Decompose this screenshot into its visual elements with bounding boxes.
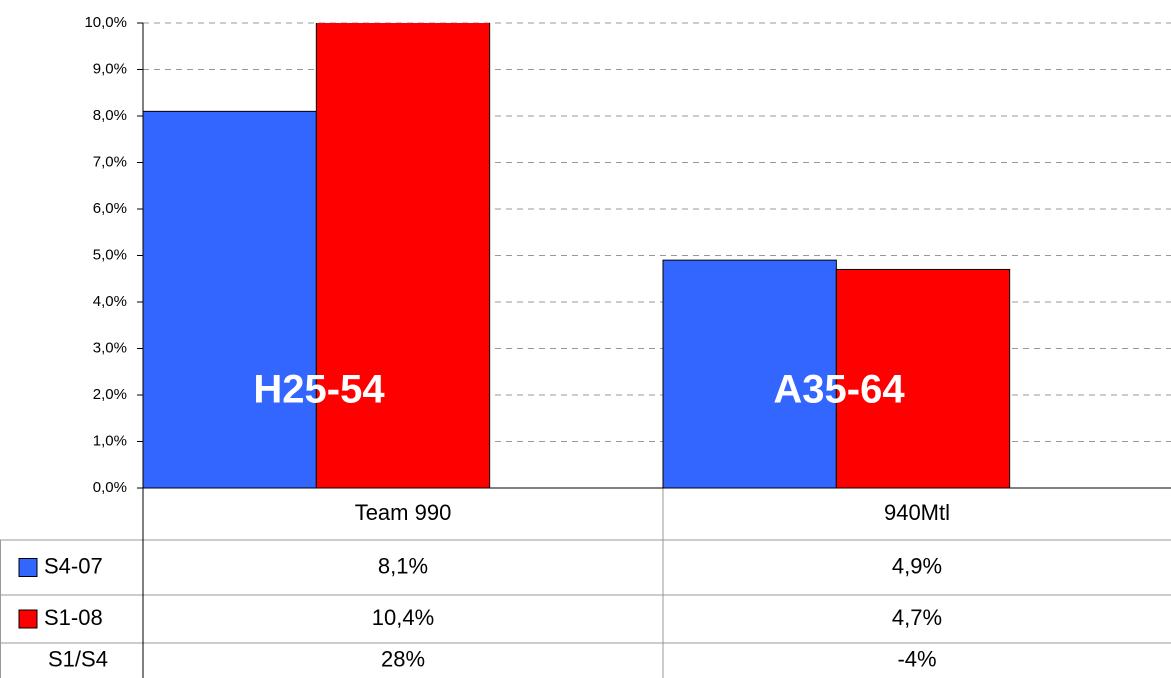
y-tick-label: 6,0%	[93, 200, 127, 217]
bar	[143, 110, 317, 488]
y-tick-label: 9,0%	[93, 60, 127, 77]
table-value: 4,7%	[892, 605, 942, 630]
y-tick-label: 8,0%	[93, 107, 127, 124]
bar	[315, 23, 491, 488]
y-tick-label: 5,0%	[93, 246, 127, 263]
bar	[662, 259, 837, 488]
y-tick-label: 2,0%	[93, 386, 127, 403]
ratio-label: S1/S4	[48, 646, 108, 671]
x-tick-label: 940Mtl	[884, 500, 950, 525]
y-tick-label: 7,0%	[93, 153, 127, 170]
annotation: H25-54	[253, 368, 385, 412]
annotation: A35-64	[773, 368, 905, 412]
table-value: 4,9%	[892, 553, 942, 578]
legend-swatch	[18, 558, 38, 577]
y-tick-label: 4,0%	[93, 293, 127, 310]
legend-swatch	[18, 609, 38, 629]
x-tick-label: Team 990	[355, 500, 452, 525]
y-tick-label: 3,0%	[93, 339, 127, 356]
table-value: 8,1%	[378, 553, 428, 578]
y-tick-label: 1,0%	[93, 432, 127, 449]
plot-area	[143, 23, 1011, 488]
bar	[835, 268, 1011, 488]
ratio-value: 28%	[381, 646, 425, 671]
ratio-value: -4%	[897, 646, 936, 671]
y-tick-label: 10,0%	[84, 14, 127, 31]
legend-label: S1-08	[44, 605, 103, 630]
legend-label: S4-07	[44, 553, 103, 578]
y-tick-label: 0,0%	[93, 479, 127, 496]
table-value: 10,4%	[372, 605, 434, 630]
